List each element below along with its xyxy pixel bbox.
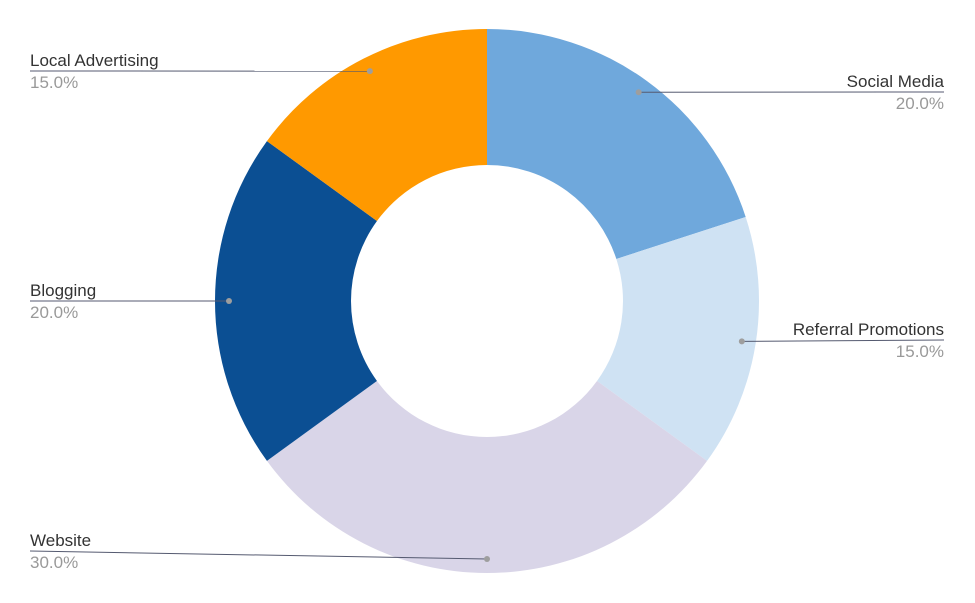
slice-label-referral-promotions: Referral Promotions <box>793 320 944 339</box>
slice-label-local-advertising: Local Advertising <box>30 51 159 70</box>
slice-website <box>266 380 708 573</box>
leader-dot-website <box>484 556 490 562</box>
leader-dot-local-advertising <box>366 68 373 75</box>
slice-blogging <box>215 141 377 461</box>
slice-value-referral-promotions: 15.0% <box>896 342 944 361</box>
slice-value-local-advertising: 15.0% <box>30 73 78 92</box>
slice-value-social-media: 20.0% <box>896 94 944 113</box>
leader-group <box>29 68 945 562</box>
slice-group <box>215 29 759 573</box>
slice-value-blogging: 20.0% <box>30 303 78 322</box>
slice-label-social-media: Social Media <box>847 72 945 91</box>
slice-value-website: 30.0% <box>30 553 78 572</box>
leader-dot-blogging <box>226 298 232 304</box>
slice-label-website: Website <box>30 531 91 550</box>
leader-line-website <box>29 550 488 560</box>
label-group: Social Media 20.0% Referral Promotions 15.0… <box>30 51 945 572</box>
slice-label-blogging: Blogging <box>30 281 96 300</box>
leader-line-referral-promotions <box>741 339 945 342</box>
slice-referral-promotions <box>597 216 759 461</box>
leader-dot-referral-promotions <box>738 338 745 345</box>
slice-local-advertising <box>266 29 487 222</box>
slice-social-media <box>487 29 746 259</box>
leader-dot-social-media <box>635 89 642 96</box>
